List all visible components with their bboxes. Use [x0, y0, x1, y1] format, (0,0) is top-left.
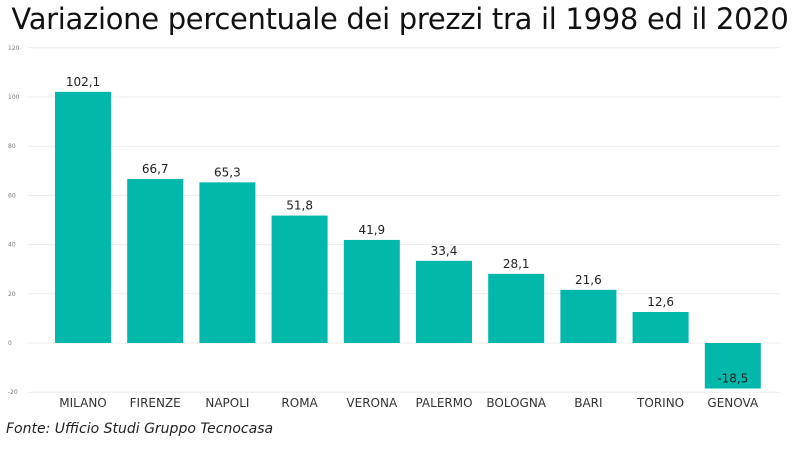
data-label: 51,8 — [286, 199, 313, 213]
bar-firenze — [127, 178, 184, 343]
y-tick-label: 120 — [8, 45, 20, 52]
x-tick-label: BOLOGNA — [486, 396, 546, 410]
bar-verona — [343, 239, 400, 343]
x-tick-label: MILANO — [59, 396, 106, 410]
y-tick-label: 100 — [8, 94, 20, 101]
y-tick-label: 20 — [8, 291, 16, 298]
y-tick-label: 60 — [8, 192, 16, 199]
x-tick-label: ROMA — [281, 396, 318, 410]
bar-palermo — [416, 260, 472, 343]
x-tick-label: PALERMO — [415, 396, 472, 410]
y-tick-label: 80 — [8, 143, 16, 150]
data-label: 21,6 — [575, 273, 602, 287]
data-label: -18,5 — [717, 372, 748, 386]
data-label: 66,7 — [142, 162, 169, 176]
data-label: 65,3 — [214, 165, 241, 179]
bar-bari — [560, 289, 617, 343]
bar-milano — [55, 91, 111, 343]
x-tick-label: NAPOLI — [205, 396, 249, 410]
bar-genova — [704, 343, 761, 389]
y-tick-label: -20 — [8, 389, 18, 396]
bar-bologna — [488, 273, 545, 343]
data-label: 12,6 — [647, 295, 674, 309]
data-label: 33,4 — [431, 244, 458, 258]
bar-napoli — [199, 182, 256, 343]
x-tick-label: FIRENZE — [130, 396, 181, 410]
y-tick-label: 40 — [8, 242, 16, 249]
data-label: 28,1 — [503, 257, 530, 271]
x-tick-label: TORINO — [636, 396, 684, 410]
source-note: Fonte: Ufficio Studi Gruppo Tecnocasa — [6, 421, 274, 437]
x-tick-label: BARI — [574, 396, 602, 410]
data-label: 41,9 — [358, 223, 385, 237]
chart-title: Variazione percentuale dei prezzi tra il… — [11, 2, 789, 36]
x-tick-label: GENOVA — [707, 396, 759, 410]
data-label: 102,1 — [66, 75, 100, 89]
y-tick-label: 0 — [8, 340, 12, 347]
bar-torino — [632, 312, 689, 343]
x-tick-label: VERONA — [346, 396, 398, 410]
bar-roma — [271, 215, 328, 343]
